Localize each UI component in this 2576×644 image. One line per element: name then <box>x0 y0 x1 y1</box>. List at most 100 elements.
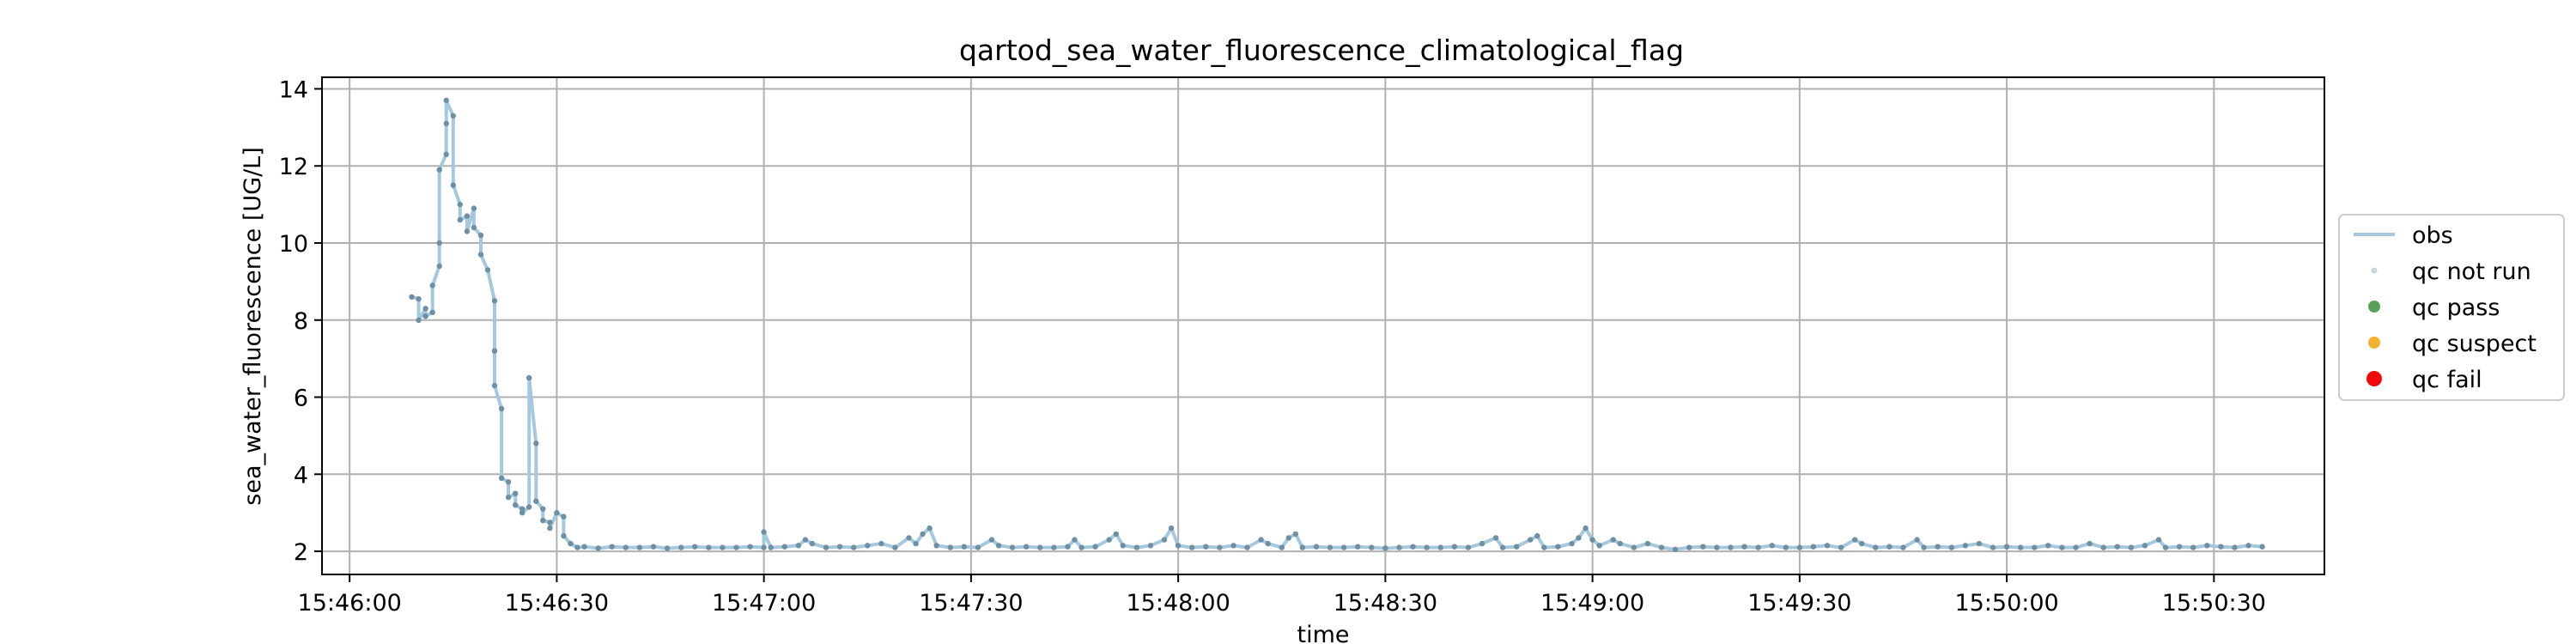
qc-not-run-point <box>1175 543 1182 549</box>
qc-not-run-point <box>443 120 449 127</box>
qc-not-run-point <box>995 543 1002 549</box>
x-tick-label: 15:47:30 <box>919 590 1023 617</box>
qc-not-run-point <box>491 382 498 389</box>
qc-not-run-point <box>477 252 484 258</box>
qc-not-run-point <box>436 167 442 173</box>
qc-not-run-point <box>554 510 560 516</box>
qc-not-run-point <box>733 544 739 550</box>
qc-not-run-point <box>1355 544 1361 550</box>
qc-not-run-point <box>491 298 498 304</box>
qc-not-run-point <box>443 151 449 157</box>
qc-not-run-point <box>1065 544 1071 550</box>
qc-not-run-point <box>906 535 912 541</box>
qc-not-run-point <box>920 531 926 538</box>
qc-not-run-point <box>1900 544 1906 550</box>
y-tick-label: 12 <box>279 154 308 180</box>
qc-not-run-point <box>505 479 512 485</box>
qc-not-run-point <box>1147 543 1154 549</box>
qc-not-run-point <box>547 525 553 532</box>
x-tick-label: 15:47:00 <box>712 590 816 617</box>
qc-not-run-point <box>650 544 657 550</box>
qc-not-run-point <box>1244 544 1250 550</box>
y-tick-label: 10 <box>279 231 308 258</box>
qc-not-run-point <box>1728 544 1734 550</box>
qc-not-run-point <box>1555 544 1561 550</box>
qc-not-run-point <box>2176 544 2183 550</box>
legend-label: obs <box>2412 222 2453 249</box>
qc-not-run-point <box>2032 544 2038 550</box>
y-tick-label: 8 <box>294 308 308 335</box>
qc-not-run-point <box>581 544 587 550</box>
qc-not-run-point <box>975 544 981 550</box>
qc-not-run-point <box>429 309 435 315</box>
legend-marker <box>2371 267 2378 274</box>
qc-not-run-point <box>409 294 415 300</box>
qc-not-run-point <box>802 537 809 543</box>
qc-not-run-point <box>1313 544 1320 550</box>
qc-not-run-point <box>678 544 684 550</box>
chart-title: qartod_sea_water_fluorescence_climatolog… <box>959 33 1684 67</box>
qc-not-run-point <box>443 97 449 104</box>
qc-not-run-point <box>1534 532 1540 539</box>
qc-not-run-point <box>1838 544 1844 550</box>
qc-not-run-point <box>2045 543 2051 549</box>
qc-not-run-point <box>2073 544 2079 550</box>
qc-not-run-point <box>464 228 471 234</box>
qc-not-run-point <box>1714 544 1720 550</box>
qc-not-run-point <box>1700 544 1706 550</box>
qc-not-run-point <box>1852 537 1858 543</box>
qc-not-run-point <box>1369 544 1375 550</box>
y-axis-label: sea_water_fluorescence [UG/L] <box>240 147 266 505</box>
qc-not-run-point <box>540 506 546 512</box>
qc-not-run-point <box>1769 543 1775 549</box>
qc-not-run-point <box>1935 544 1941 550</box>
qc-not-run-point <box>1265 540 1271 547</box>
legend-label: qc not run <box>2412 258 2531 285</box>
qc-not-run-point <box>429 283 435 289</box>
qc-not-run-point <box>1824 543 1831 549</box>
qc-not-run-point <box>1410 544 1416 550</box>
qc-not-run-point <box>2259 544 2265 550</box>
qc-not-run-point <box>1741 544 1747 550</box>
legend-marker <box>2368 301 2380 313</box>
qc-not-run-point <box>1921 544 1927 550</box>
qc-not-run-point <box>2114 544 2120 550</box>
qc-not-run-point <box>1113 531 1120 538</box>
qc-not-run-point <box>561 532 567 539</box>
qc-not-run-point <box>1382 545 1388 551</box>
qc-not-run-point <box>2218 544 2224 550</box>
qc-not-run-point <box>1024 544 1030 550</box>
qc-not-run-point <box>1217 544 1223 550</box>
qc-not-run-point <box>609 544 615 550</box>
qc-not-run-point <box>1686 544 1692 550</box>
qc-not-run-point <box>809 540 816 547</box>
qc-not-run-point <box>1610 537 1616 543</box>
qc-not-run-point <box>471 224 477 231</box>
qc-not-run-point <box>961 544 968 550</box>
x-tick-label: 15:49:00 <box>1540 590 1644 617</box>
qc-not-run-point <box>1755 544 1761 550</box>
qc-not-run-point <box>836 544 843 550</box>
legend-box <box>2338 214 2565 401</box>
qc-not-run-point <box>498 405 505 412</box>
qc-not-run-point <box>2018 544 2024 550</box>
legend-label: qc fail <box>2412 367 2482 393</box>
qc-not-run-point <box>2128 544 2134 550</box>
qc-not-run-point <box>1437 544 1443 550</box>
x-tick-label: 15:46:30 <box>505 590 609 617</box>
qc-not-run-point <box>422 306 428 312</box>
qc-not-run-point <box>761 529 767 535</box>
qc-not-run-point <box>1576 535 1582 541</box>
qc-not-run-point <box>1886 544 1893 550</box>
qc-not-run-point <box>2204 543 2210 549</box>
qc-not-run-point <box>416 317 422 323</box>
qc-not-run-point <box>526 374 532 381</box>
qc-not-run-point <box>747 544 753 550</box>
qc-not-run-point <box>1051 544 1057 550</box>
qc-not-run-point <box>1528 537 1534 543</box>
qc-not-run-point <box>533 498 539 504</box>
qc-not-run-point <box>1596 543 1602 549</box>
qc-not-run-point <box>574 544 580 550</box>
qc-not-run-point <box>450 112 456 119</box>
qc-not-run-point <box>1492 535 1499 541</box>
